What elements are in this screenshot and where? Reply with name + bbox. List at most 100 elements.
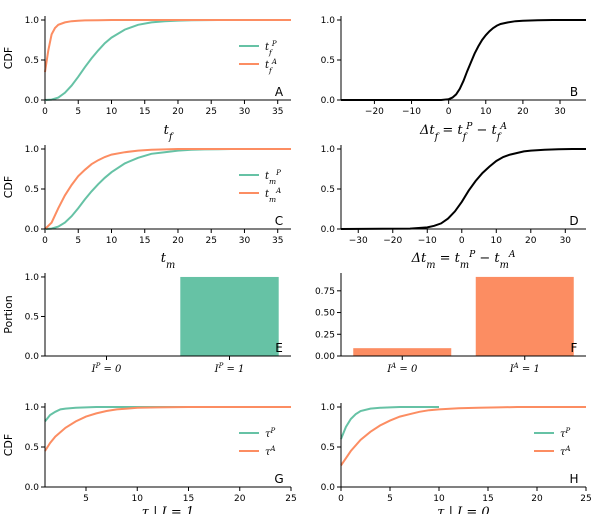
- panel-e: 0.0 0.5 1.0 IP = 0 IP = 1 Portion E: [2, 273, 291, 375]
- y-tick-label: 1.0: [25, 145, 40, 155]
- x-tick-label: 25: [580, 494, 591, 504]
- series-line-tmp: [44, 148, 291, 230]
- x-tick-label: 25: [205, 236, 216, 246]
- series-line-τp: [340, 406, 439, 440]
- panel-letter: F: [571, 341, 578, 355]
- y-tick-label: 0.00: [315, 352, 335, 362]
- y-tick-label: 0.0: [25, 483, 40, 493]
- y-tick-label: 0.5: [25, 185, 39, 195]
- x-tick-label: IP = 1: [214, 362, 245, 375]
- x-tick-label: 30: [554, 107, 566, 117]
- x-tick-label: −20: [383, 236, 402, 246]
- legend-label: τA: [560, 445, 571, 458]
- panel-letter: D: [569, 214, 578, 228]
- x-tick-label: 5: [75, 236, 81, 246]
- x-tick-label: 0: [42, 236, 48, 246]
- series-line-diff: [340, 148, 586, 230]
- x-tick-label: 20: [517, 107, 529, 117]
- bar: [475, 276, 574, 356]
- x-tick-label: IP = 0: [91, 362, 122, 375]
- panel-d: 0.0 0.5 1.0 −30 −20 −10 0 10 20 30 Δtm = tmP − tmA…: [321, 145, 586, 271]
- x-tick-label: 30: [239, 236, 251, 246]
- x-tick-label: −10: [418, 236, 437, 246]
- x-tick-label: 30: [560, 236, 572, 246]
- x-tick-label: 20: [172, 236, 184, 246]
- x-tick-label: 15: [139, 236, 150, 246]
- y-tick-label: 1.0: [25, 403, 40, 413]
- y-tick-label: 0.0: [25, 225, 40, 235]
- series-line-diff: [341, 19, 586, 101]
- x-tick-label: 5: [387, 494, 393, 504]
- x-tick-label: 15: [139, 107, 150, 117]
- panel-f: 0.00 0.25 0.50 0.75 IA = 0 IA = 1 F: [315, 273, 586, 375]
- x-tick-label: 10: [480, 107, 492, 117]
- y-tick-label: 0.25: [315, 330, 335, 340]
- x-tick-label: 0: [338, 494, 344, 504]
- y-tick-label: 0.0: [321, 483, 336, 493]
- x-tick-label: 10: [106, 107, 118, 117]
- x-tick-label: 20: [531, 494, 543, 504]
- panel-letter: B: [570, 85, 578, 99]
- x-tick-label: 20: [525, 236, 537, 246]
- y-tick-label: 0.0: [321, 225, 336, 235]
- y-tick-label: 1.0: [321, 16, 336, 26]
- y-tick-label: 1.0: [321, 145, 336, 155]
- panel-letter: C: [275, 214, 283, 228]
- series-line-τa: [44, 406, 291, 452]
- bar: [353, 348, 452, 356]
- panel-letter: A: [275, 85, 284, 99]
- x-tick-label: −20: [365, 107, 384, 117]
- panel-b: 0.0 0.5 1.0 −20 −10 0 10 20 30 Δtf = tfP − tfA B: [321, 16, 586, 143]
- x-tick-label: 15: [183, 494, 194, 504]
- x-axis-label: τ | I = 0: [437, 505, 489, 514]
- x-tick-label: 15: [482, 494, 493, 504]
- y-tick-label: 0.5: [25, 312, 39, 322]
- x-tick-label: 10: [491, 236, 503, 246]
- x-tick-label: 10: [433, 494, 445, 504]
- legend-label: tmP: [265, 169, 281, 186]
- panel-letter: E: [275, 341, 283, 355]
- x-axis-label: tm: [161, 251, 175, 271]
- y-axis-label: CDF: [2, 434, 15, 456]
- bar: [180, 276, 279, 356]
- panel-letter: H: [569, 472, 578, 486]
- y-tick-label: 0.50: [315, 309, 335, 319]
- y-axis-label: CDF: [2, 47, 15, 69]
- y-tick-label: 0.5: [321, 185, 335, 195]
- x-tick-label: 30: [239, 107, 251, 117]
- legend-label: τP: [265, 427, 276, 440]
- x-axis-label: τ | I = 1: [142, 505, 194, 514]
- panel-letter: G: [274, 472, 283, 486]
- legend-label: tfA: [265, 58, 277, 75]
- x-tick-label: IA = 1: [509, 362, 540, 375]
- x-tick-label: 25: [205, 107, 216, 117]
- x-tick-label: −30: [349, 236, 368, 246]
- y-tick-label: 0.5: [321, 443, 335, 453]
- y-tick-label: 0.0: [321, 96, 336, 106]
- x-tick-label: 20: [234, 494, 246, 504]
- x-tick-label: 5: [75, 107, 81, 117]
- x-axis-label: tf: [164, 123, 175, 143]
- x-tick-label: 0: [42, 107, 48, 117]
- x-tick-label: 0: [446, 107, 452, 117]
- y-tick-label: 0.0: [25, 96, 40, 106]
- y-tick-label: 0.0: [25, 352, 40, 362]
- x-tick-label: IA = 0: [386, 362, 418, 375]
- x-tick-label: 10: [132, 494, 144, 504]
- x-tick-label: 35: [272, 236, 283, 246]
- y-tick-label: 0.75: [315, 287, 335, 297]
- legend-label: tmA: [265, 187, 281, 204]
- y-tick-label: 1.0: [25, 16, 40, 26]
- y-tick-label: 0.5: [25, 56, 39, 66]
- legend-label: tfP: [265, 40, 277, 57]
- x-tick-label: 25: [285, 494, 296, 504]
- y-tick-label: 1.0: [321, 403, 336, 413]
- x-tick-label: −10: [402, 107, 421, 117]
- x-tick-label: 5: [83, 494, 89, 504]
- panel-g: 0.0 0.5 1.0 5 10 15 20 25 τP τA τ | I = 1 CDF G: [2, 403, 297, 514]
- x-tick-label: 10: [106, 236, 118, 246]
- x-axis-label: Δtm = tmP − tmA: [411, 250, 516, 271]
- legend-label: τA: [265, 445, 276, 458]
